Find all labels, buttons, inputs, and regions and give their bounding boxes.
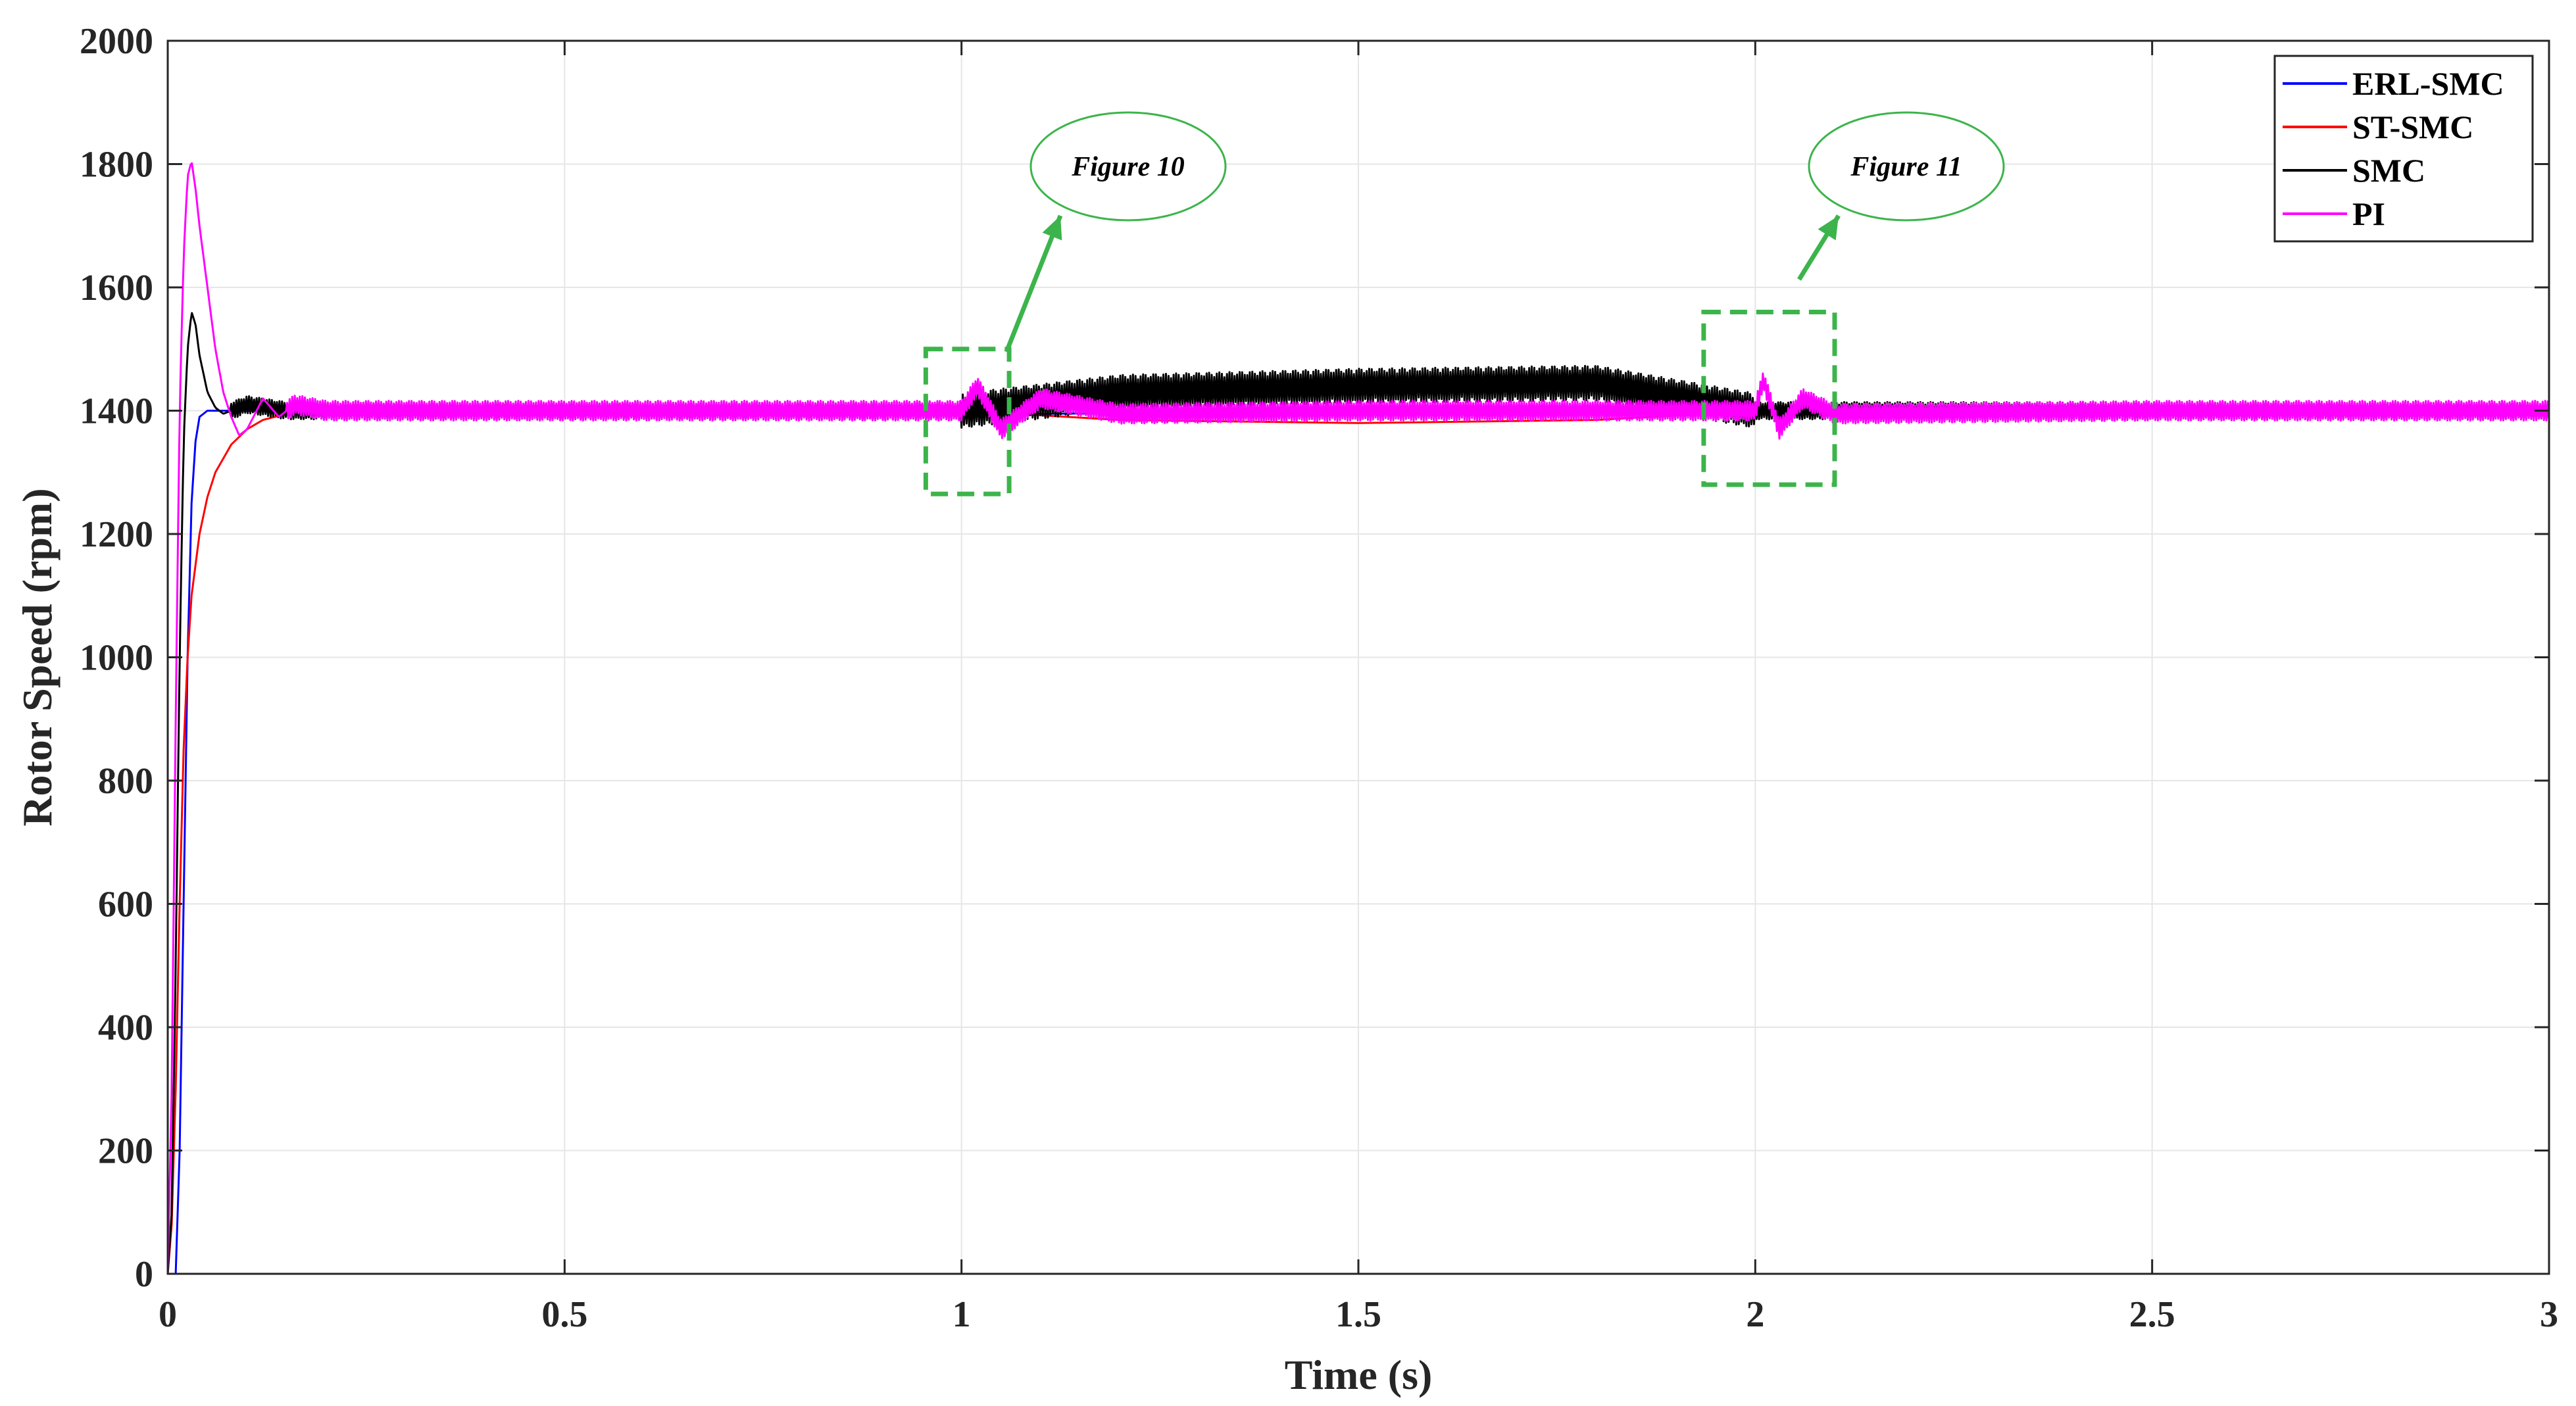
x-tick-label: 1.5 <box>1335 1294 1381 1335</box>
x-tick-label: 2.5 <box>2129 1294 2175 1335</box>
annotations-group: Figure 10 Figure 11 <box>923 111 2005 497</box>
y-tick-label: 1000 <box>80 638 153 679</box>
y-tick-label: 0 <box>135 1254 153 1295</box>
x-tick-label: 2 <box>1746 1294 1764 1335</box>
callout-arrow-1 <box>1004 214 1063 353</box>
y-tick-label: 400 <box>98 1007 153 1048</box>
y-tick-label: 200 <box>98 1131 153 1172</box>
x-tick-label: 1 <box>953 1294 971 1335</box>
zoom-box-1 <box>923 347 1012 497</box>
legend: ERL-SMC ST-SMC SMC PI <box>2273 55 2534 243</box>
zoom-box-2 <box>1701 310 1837 487</box>
legend-label-erl-smc: ERL-SMC <box>2352 65 2504 102</box>
x-axis-title: Time (s) <box>1285 1351 1433 1398</box>
ticks-group: 0 0.5 1 1.5 2 2.5 3 0 200 400 600 800 1000 1200 1400 16… <box>80 21 2558 1335</box>
callout-ellipse-1 <box>1029 111 1227 222</box>
legend-label-smc: SMC <box>2352 152 2425 189</box>
legend-box <box>2273 55 2534 243</box>
y-tick-label: 1400 <box>80 391 153 432</box>
y-tick-label: 2000 <box>80 21 153 62</box>
y-tick-label: 1200 <box>80 514 153 555</box>
y-tick-label: 1600 <box>80 268 153 308</box>
y-tick-label: 600 <box>98 885 153 925</box>
y-tick-label: 1800 <box>80 145 153 185</box>
y-axis-title: Rotor Speed (rpm) <box>14 488 61 826</box>
x-tick-label: 3 <box>2540 1294 2558 1335</box>
legend-label-pi: PI <box>2352 195 2385 232</box>
legend-label-st-smc: ST-SMC <box>2352 109 2473 145</box>
y-tick-label: 800 <box>98 761 153 802</box>
callout-label-1: Figure 10 <box>1071 152 1185 182</box>
callout-label-2: Figure 11 <box>1850 152 1962 182</box>
callout-ellipse-2 <box>1808 111 2005 222</box>
series-line-pi <box>166 162 2550 1274</box>
x-tick-label: 0.5 <box>541 1294 587 1335</box>
x-tick-label: 0 <box>159 1294 177 1335</box>
callout-arrowhead-1 <box>1042 216 1062 241</box>
callout-arrowhead-2 <box>1818 216 1839 241</box>
